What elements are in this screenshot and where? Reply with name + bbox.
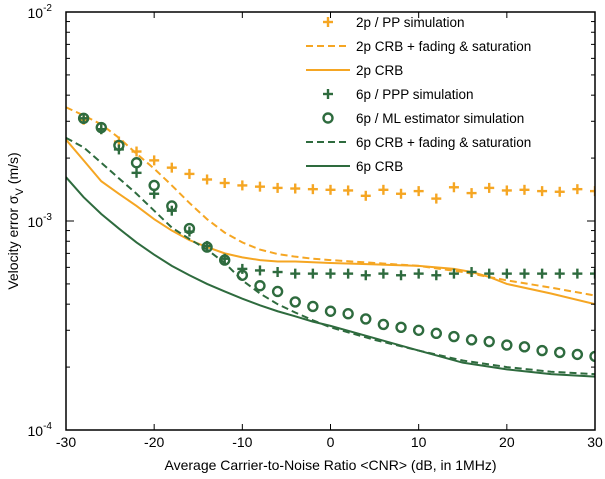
series-line [66, 176, 595, 378]
x-tick-label: 0 [327, 434, 335, 450]
legend-symbol [322, 112, 334, 124]
series-5 [66, 136, 595, 376]
data-point-circle [289, 296, 301, 308]
x-tick-label: 20 [499, 434, 515, 450]
data-point-circle [324, 305, 337, 317]
x-tick-label: 10 [411, 434, 427, 450]
legend-label: 2p / PP simulation [356, 15, 465, 30]
series-2 [66, 139, 595, 306]
series-line [66, 136, 595, 376]
y-tick-label-base: 10 [28, 423, 44, 439]
data-point-circle [130, 157, 143, 169]
plot-area [66, 106, 595, 378]
data-point-circle [271, 285, 284, 298]
x-tick-label: -10 [232, 434, 252, 450]
legend-label: 6p / PPP simulation [356, 87, 474, 102]
x-tick-label: -20 [144, 434, 164, 450]
y-tick-label-exponent: -3 [43, 212, 52, 223]
data-point-circle [360, 313, 372, 325]
data-point-circle [342, 308, 354, 320]
data-point-circle [483, 335, 495, 348]
data-point-circle [148, 179, 160, 192]
y-tick-label: 10-4 [28, 421, 53, 439]
legend-label: 6p CRB + fading & saturation [356, 135, 531, 150]
y-axis-title-main: Velocity error σ [5, 195, 21, 290]
x-axis: -30 -20 -10 0 10 20 30 [56, 12, 603, 450]
data-point-circle [571, 348, 584, 361]
data-point-circle [95, 121, 107, 134]
legend-symbol [323, 89, 333, 99]
data-point-circle [254, 280, 266, 292]
data-point-circle [554, 346, 566, 359]
data-point-circle [412, 324, 425, 336]
series-4 [77, 112, 595, 363]
data-point-circle [377, 318, 390, 331]
data-point-circle [113, 139, 125, 152]
data-point-circle [536, 344, 548, 357]
y-axis-title: Velocity error σV (m/s) [5, 152, 26, 289]
y-axis-title-unit: (m/s) [5, 152, 21, 188]
legend-label: 2p CRB [356, 63, 403, 78]
y-tick-label-base: 10 [28, 214, 44, 230]
x-tick-label: -30 [56, 434, 76, 450]
data-point-circle [589, 350, 595, 363]
data-point-circle [465, 334, 478, 346]
y-tick-label-exponent: -2 [43, 3, 52, 14]
data-point-circle [430, 327, 442, 340]
y-axis-title-subscript: V [14, 187, 26, 195]
data-point-circle [307, 300, 319, 313]
data-point-circle [518, 341, 531, 353]
data-point-circle [166, 200, 178, 212]
y-tick-label: 10-2 [28, 3, 53, 21]
series-line [66, 106, 595, 297]
data-point-circle [448, 330, 460, 343]
legend: 2p / PP simulation 2p CRB + fading & satu… [306, 15, 531, 174]
data-point-circle [236, 269, 249, 281]
legend-circle [322, 112, 334, 124]
x-axis-title: Average Carrier-to-Noise Ratio <CNR> (dB… [165, 457, 497, 473]
legend-label: 6p / ML estimator simulation [356, 111, 524, 126]
y-tick-label: 10-3 [28, 212, 53, 230]
series-6 [66, 176, 595, 378]
legend-label: 6p CRB [356, 159, 403, 174]
data-point-circle [201, 241, 213, 253]
x-tick-label: 30 [587, 434, 603, 450]
series-line [66, 139, 595, 306]
series-1 [66, 106, 595, 297]
y-tick-label-base: 10 [28, 5, 44, 21]
data-point-circle [183, 222, 196, 235]
data-point-circle [77, 112, 90, 125]
y-axis: 10-410-310-2 [28, 3, 595, 439]
data-point-circle [218, 254, 231, 266]
legend-symbol [323, 17, 333, 27]
data-point-circle [501, 339, 513, 351]
y-tick-label-exponent: -4 [43, 421, 52, 432]
legend-label: 2p CRB + fading & saturation [356, 39, 531, 54]
data-point-circle [395, 321, 407, 334]
